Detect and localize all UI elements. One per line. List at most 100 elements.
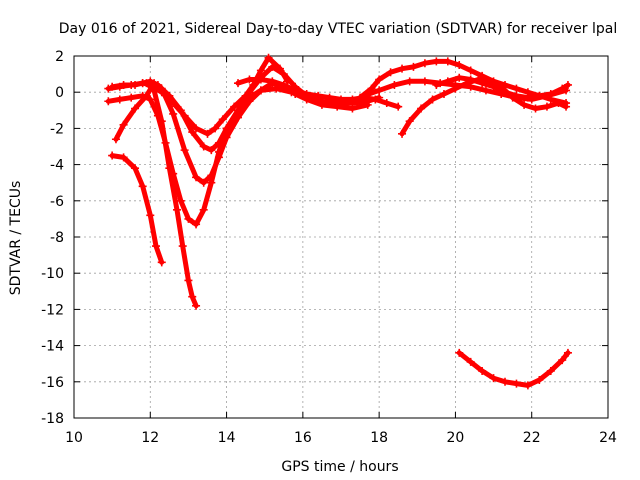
data-point bbox=[207, 178, 216, 187]
data-point bbox=[563, 80, 572, 89]
data-point bbox=[554, 99, 563, 108]
data-point bbox=[157, 258, 166, 267]
data-point bbox=[192, 301, 201, 310]
data-point bbox=[535, 375, 544, 384]
data-point bbox=[127, 93, 136, 102]
data-point bbox=[199, 178, 208, 187]
data-point bbox=[234, 79, 243, 88]
data-point bbox=[178, 242, 187, 251]
data-point bbox=[478, 79, 487, 88]
data-point bbox=[180, 146, 189, 155]
data-point bbox=[279, 70, 288, 79]
data-point bbox=[111, 135, 120, 144]
data-point bbox=[466, 357, 475, 366]
data-point bbox=[302, 90, 311, 99]
data-point bbox=[420, 59, 429, 68]
y-tick-label: -6 bbox=[50, 194, 64, 210]
y-tick-label: 2 bbox=[55, 49, 64, 65]
data-point bbox=[466, 75, 475, 84]
data-point bbox=[405, 117, 414, 126]
data-point bbox=[466, 66, 475, 75]
y-tick-label: -10 bbox=[41, 266, 64, 282]
data-point bbox=[375, 86, 384, 95]
data-point bbox=[146, 95, 155, 104]
data-point bbox=[558, 356, 567, 365]
data-point bbox=[535, 91, 544, 100]
data-point bbox=[218, 115, 227, 124]
data-point bbox=[501, 88, 510, 97]
y-tick-label: -8 bbox=[50, 230, 64, 246]
data-point bbox=[199, 142, 208, 151]
data-point bbox=[119, 120, 128, 129]
data-point bbox=[420, 77, 429, 86]
data-point bbox=[108, 82, 117, 91]
data-point bbox=[203, 129, 212, 138]
data-point bbox=[512, 91, 521, 100]
x-tick-label: 14 bbox=[218, 430, 236, 446]
y-axis-title: SDTVAR / TECUs bbox=[8, 181, 24, 296]
series-arc-b bbox=[109, 64, 310, 153]
axis-ticks: 10 12 14 16 18 20 22 24 -18 -16 -14 -12 -10 -8 -6 -4 -2 0… bbox=[41, 49, 617, 446]
data-point bbox=[291, 86, 300, 95]
y-tick-label: -12 bbox=[41, 302, 64, 318]
data-point bbox=[138, 91, 147, 100]
data-point bbox=[138, 182, 147, 191]
y-tick-label: -4 bbox=[50, 158, 64, 174]
data-point bbox=[119, 153, 128, 162]
data-point bbox=[131, 164, 140, 173]
data-point bbox=[512, 84, 521, 93]
data-point bbox=[405, 77, 414, 86]
data-point bbox=[455, 348, 464, 357]
data-point bbox=[150, 79, 159, 88]
data-point bbox=[546, 366, 555, 375]
y-tick-label: -16 bbox=[41, 375, 64, 391]
data-point bbox=[152, 242, 161, 251]
series-layer bbox=[104, 53, 572, 390]
data-point bbox=[268, 77, 277, 86]
data-point bbox=[314, 91, 323, 100]
data-point bbox=[489, 82, 498, 91]
data-point bbox=[489, 374, 498, 383]
data-point bbox=[157, 117, 166, 126]
data-point bbox=[192, 173, 201, 182]
data-point bbox=[169, 109, 178, 118]
data-point bbox=[184, 214, 193, 223]
data-point bbox=[481, 86, 490, 95]
data-point bbox=[439, 90, 448, 99]
data-point bbox=[192, 124, 201, 133]
data-point bbox=[417, 104, 426, 113]
data-point bbox=[359, 91, 368, 100]
data-point bbox=[386, 68, 395, 77]
data-point bbox=[230, 102, 239, 111]
data-point bbox=[264, 53, 273, 62]
data-point bbox=[188, 292, 197, 301]
data-point bbox=[104, 97, 113, 106]
data-point bbox=[146, 211, 155, 220]
data-point bbox=[542, 102, 551, 111]
data-point bbox=[172, 205, 181, 214]
data-point bbox=[150, 86, 159, 95]
data-point bbox=[184, 276, 193, 285]
data-point bbox=[546, 90, 555, 99]
data-point bbox=[520, 100, 529, 109]
data-point bbox=[245, 75, 254, 84]
data-point bbox=[245, 93, 254, 102]
data-point bbox=[192, 220, 201, 229]
data-point bbox=[207, 146, 216, 155]
data-point bbox=[272, 84, 281, 93]
data-point bbox=[211, 124, 220, 133]
x-axis-title: GPS time / hours bbox=[281, 459, 398, 475]
data-point bbox=[451, 84, 460, 93]
x-tick-label: 24 bbox=[599, 430, 617, 446]
data-point bbox=[478, 366, 487, 375]
x-tick-label: 18 bbox=[370, 430, 388, 446]
data-point bbox=[375, 75, 384, 84]
data-point bbox=[348, 95, 357, 104]
x-tick-label: 16 bbox=[294, 430, 312, 446]
data-point bbox=[501, 377, 510, 386]
data-point bbox=[432, 57, 441, 66]
x-tick-label: 10 bbox=[65, 430, 83, 446]
data-point bbox=[268, 62, 277, 71]
data-point bbox=[443, 77, 452, 86]
